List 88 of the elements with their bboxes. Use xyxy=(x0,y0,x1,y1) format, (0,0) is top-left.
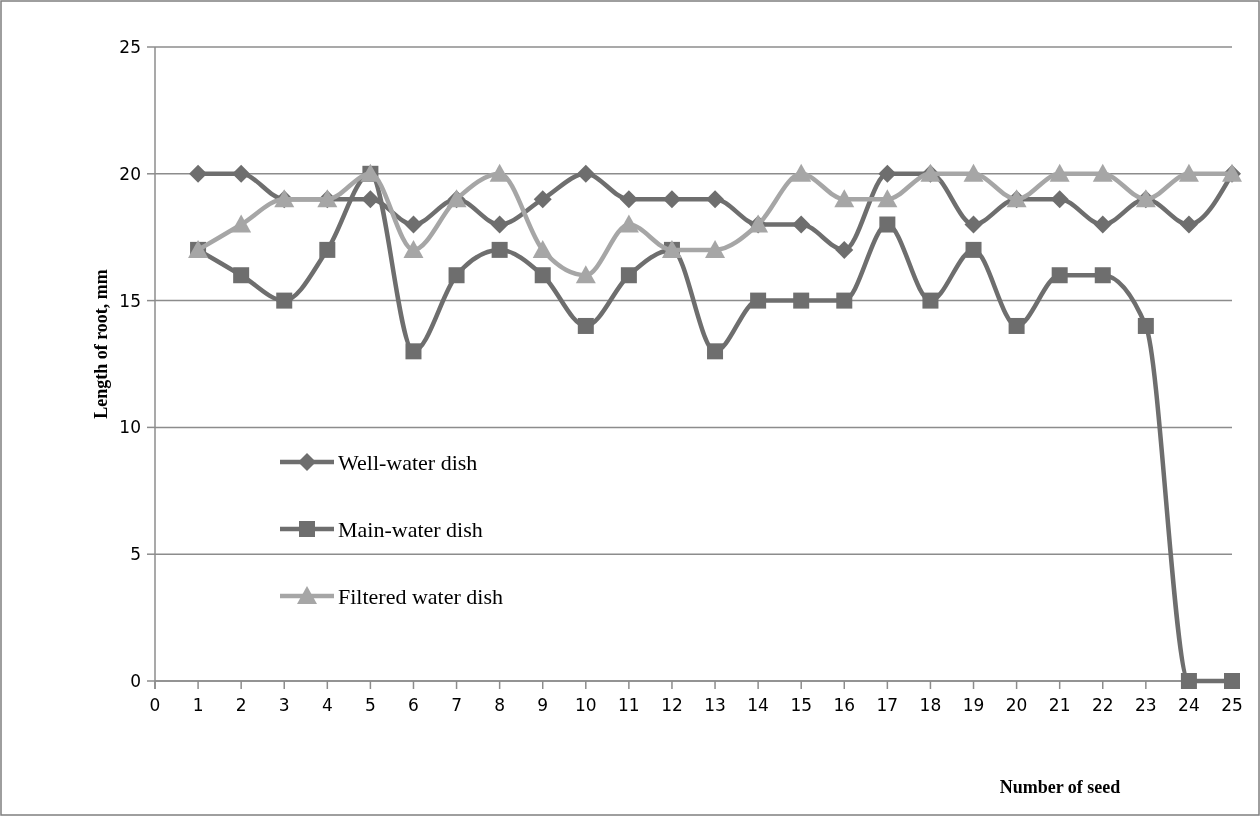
x-axis-title: Number of seed xyxy=(999,777,1121,797)
point xyxy=(879,216,896,233)
y-axis-title: Length of root, mm xyxy=(91,269,111,419)
x-tick-label: 23 xyxy=(1135,695,1157,715)
x-tick-label: 6 xyxy=(408,695,419,715)
x-tick-label: 1 xyxy=(192,695,204,715)
x-tick-label: 21 xyxy=(1048,695,1071,715)
point xyxy=(706,190,725,209)
x-tick-label: 24 xyxy=(1178,695,1200,715)
point xyxy=(575,265,596,284)
point xyxy=(534,267,551,284)
point xyxy=(619,190,638,209)
point xyxy=(877,189,898,208)
point xyxy=(750,292,767,309)
point xyxy=(403,239,424,258)
point xyxy=(491,241,508,258)
point xyxy=(1180,673,1197,689)
point xyxy=(878,164,897,183)
point xyxy=(489,163,510,182)
point xyxy=(835,240,854,259)
point xyxy=(964,215,983,234)
x-tick-label: 10 xyxy=(574,695,597,715)
point xyxy=(405,343,422,360)
point xyxy=(618,214,639,233)
x-tick-label: 15 xyxy=(790,695,813,715)
point xyxy=(276,292,293,309)
x-tick-label: 0 xyxy=(149,695,161,715)
point xyxy=(231,214,252,233)
legend-label: Filtered water dish xyxy=(338,583,503,609)
y-tick-label: 10 xyxy=(119,417,141,438)
y-tick-label: 15 xyxy=(119,290,141,311)
y-tick-label: 5 xyxy=(130,544,141,565)
point xyxy=(834,189,855,208)
point xyxy=(1094,267,1111,284)
point xyxy=(1224,673,1240,689)
x-tick-label: 8 xyxy=(494,695,506,715)
x-tick-label: 14 xyxy=(747,695,769,715)
point xyxy=(1008,317,1025,334)
y-tick-label: 25 xyxy=(119,36,141,57)
point xyxy=(577,317,594,334)
point xyxy=(1137,317,1154,334)
x-tick-label: 5 xyxy=(364,695,376,715)
point xyxy=(705,239,726,258)
point xyxy=(576,164,595,183)
x-tick-label: 11 xyxy=(618,695,640,715)
point xyxy=(532,239,553,258)
point xyxy=(1051,267,1068,284)
point xyxy=(792,215,811,234)
point xyxy=(232,164,251,183)
x-tick-label: 22 xyxy=(1091,695,1114,715)
y-tick-label: 20 xyxy=(119,163,141,184)
point xyxy=(448,267,465,284)
point xyxy=(791,163,812,182)
legend-label: Main-water dish xyxy=(338,516,483,542)
x-tick-label: 2 xyxy=(235,695,247,715)
x-tick-label: 25 xyxy=(1221,695,1243,715)
point xyxy=(233,267,250,284)
x-tick-label: 19 xyxy=(962,695,985,715)
x-tick-label: 20 xyxy=(1005,695,1028,715)
point xyxy=(1179,215,1198,234)
point xyxy=(836,292,853,309)
x-tick-label: 7 xyxy=(451,695,462,715)
x-tick-label: 3 xyxy=(278,695,290,715)
point xyxy=(319,241,336,258)
x-tick-label: 4 xyxy=(321,695,333,715)
point xyxy=(1049,163,1070,182)
point xyxy=(404,215,423,234)
x-tick-label: 12 xyxy=(661,695,683,715)
point xyxy=(1178,163,1199,182)
point xyxy=(361,190,380,209)
point xyxy=(1092,163,1113,182)
point xyxy=(1050,190,1069,209)
x-tick-label: 13 xyxy=(704,695,726,715)
point xyxy=(965,241,982,258)
x-tick-label: 9 xyxy=(537,695,549,715)
y-tick-label: 0 xyxy=(130,670,141,691)
legend-label: Well-water dish xyxy=(338,449,478,475)
point xyxy=(707,343,724,360)
x-tick-label: 18 xyxy=(919,695,942,715)
point xyxy=(793,292,810,309)
point xyxy=(490,215,509,234)
x-tick-label: 17 xyxy=(876,695,899,715)
point xyxy=(533,190,552,209)
x-tick-label: 16 xyxy=(833,695,856,715)
point xyxy=(922,292,939,309)
point xyxy=(620,267,637,284)
point xyxy=(963,163,984,182)
point xyxy=(1093,215,1112,234)
